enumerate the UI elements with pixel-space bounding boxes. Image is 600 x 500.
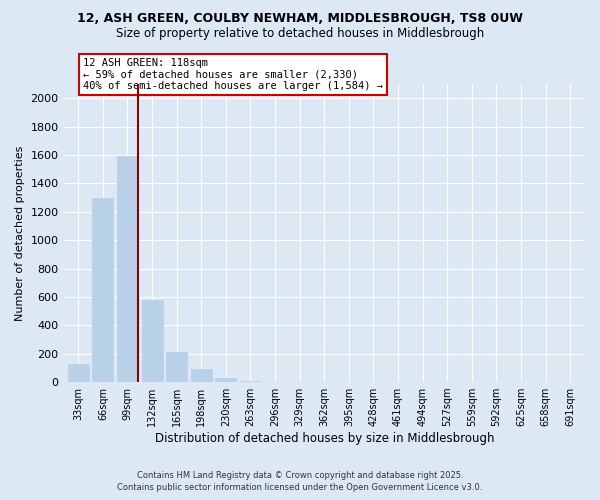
Bar — [166, 352, 187, 382]
Text: Contains HM Land Registry data © Crown copyright and database right 2025.
Contai: Contains HM Land Registry data © Crown c… — [118, 471, 482, 492]
Text: Size of property relative to detached houses in Middlesbrough: Size of property relative to detached ho… — [116, 28, 484, 40]
Bar — [117, 156, 138, 382]
Bar — [68, 364, 89, 382]
Bar — [92, 198, 113, 382]
Bar — [142, 300, 163, 382]
Bar — [191, 368, 212, 382]
X-axis label: Distribution of detached houses by size in Middlesbrough: Distribution of detached houses by size … — [155, 432, 494, 445]
Bar — [215, 378, 236, 382]
Text: 12 ASH GREEN: 118sqm
← 59% of detached houses are smaller (2,330)
40% of semi-de: 12 ASH GREEN: 118sqm ← 59% of detached h… — [83, 58, 383, 91]
Text: 12, ASH GREEN, COULBY NEWHAM, MIDDLESBROUGH, TS8 0UW: 12, ASH GREEN, COULBY NEWHAM, MIDDLESBRO… — [77, 12, 523, 26]
Y-axis label: Number of detached properties: Number of detached properties — [15, 146, 25, 320]
